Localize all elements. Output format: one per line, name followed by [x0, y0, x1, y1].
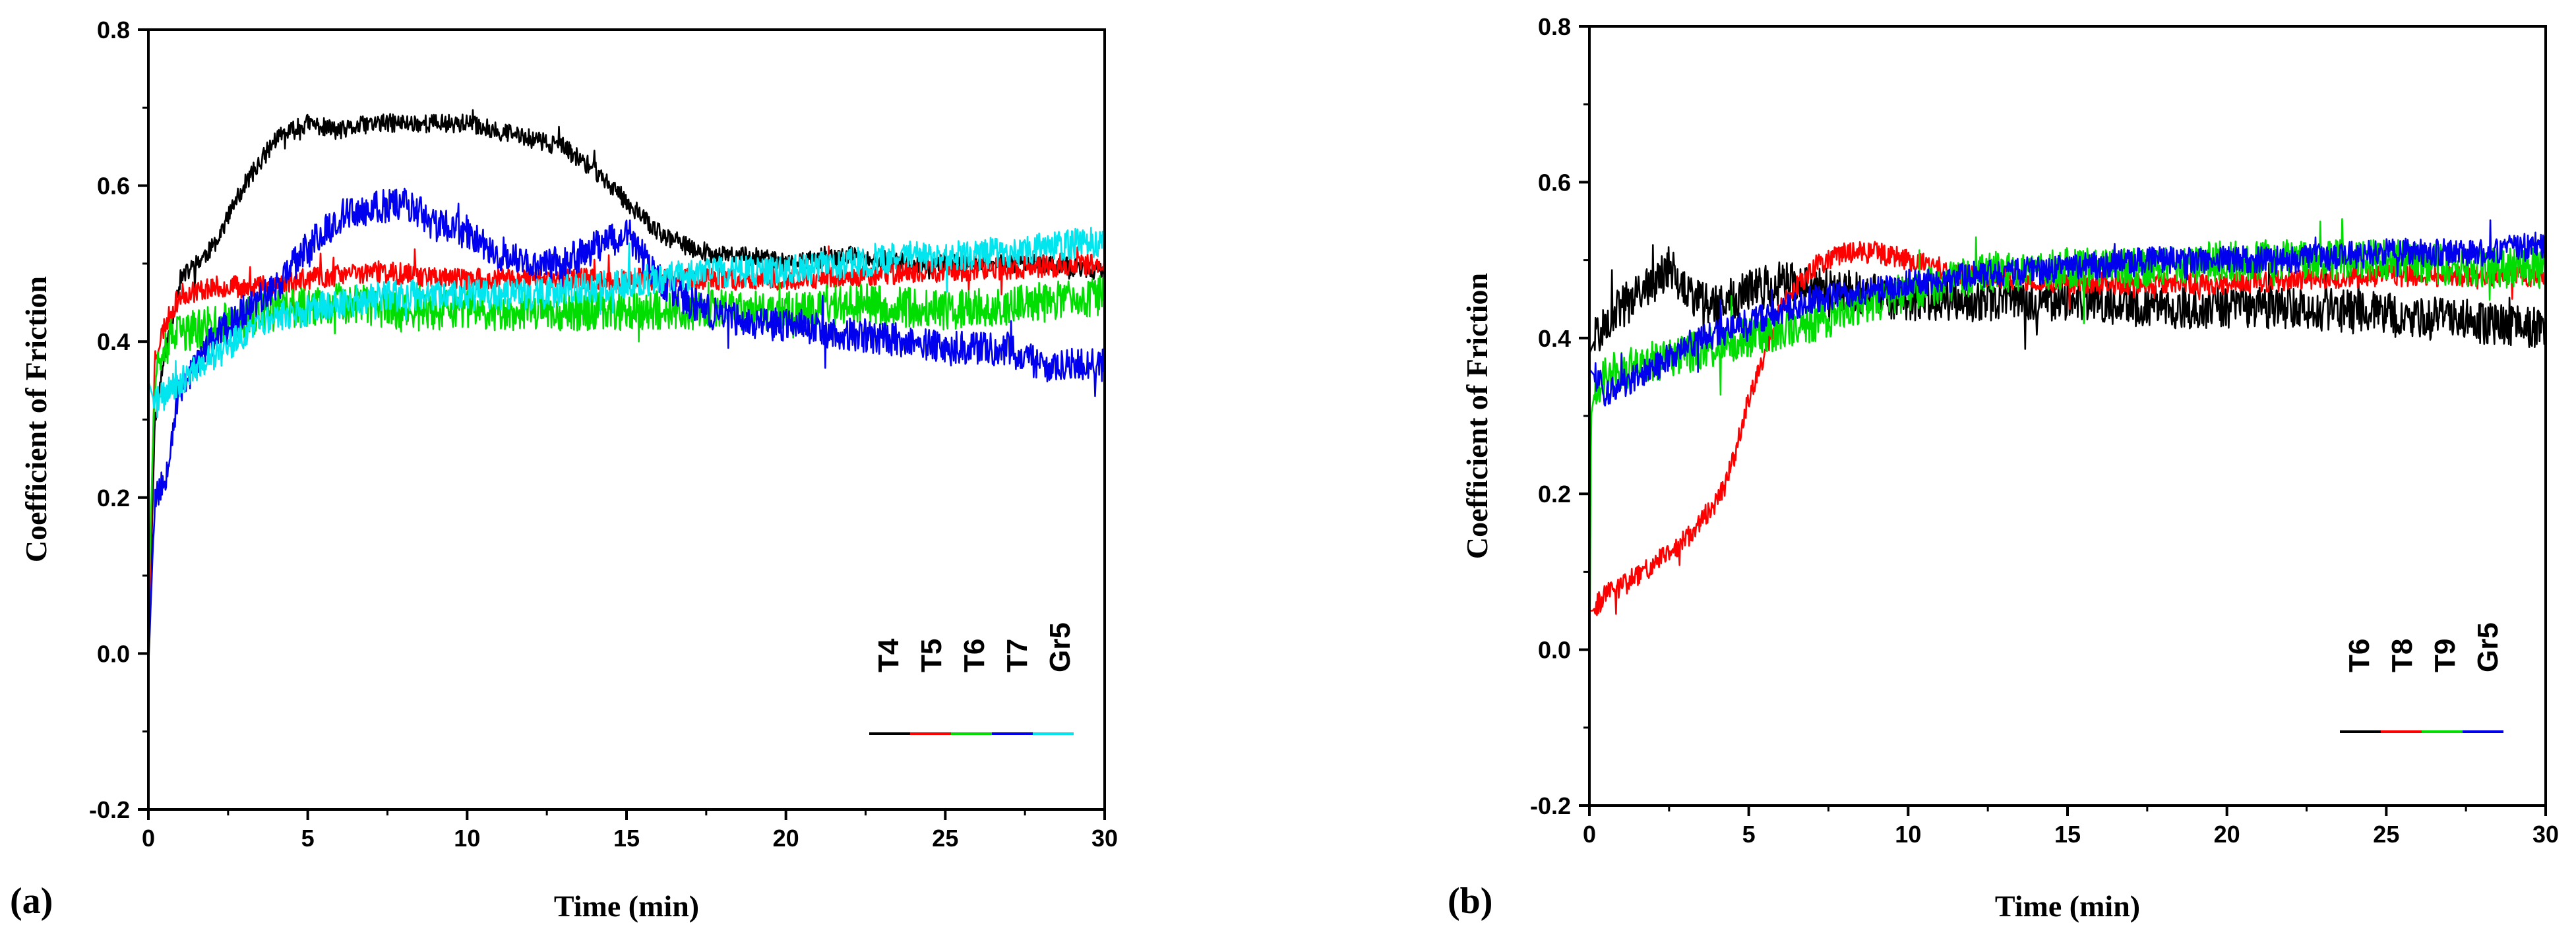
series-lines — [148, 109, 1105, 670]
series-line-gr5 — [1589, 219, 2546, 407]
y-tick-label: -0.2 — [89, 796, 130, 823]
x-tick-label: 30 — [2532, 821, 2559, 848]
series-line-t6 — [148, 275, 1105, 615]
legend-label-gr5: Gr5 — [2472, 622, 2504, 672]
y-axis-label: Coefficient of Friction — [19, 276, 53, 562]
legend: T4 T5 T6 T7 Gr5 — [869, 622, 1076, 735]
x-tick-label: 20 — [773, 825, 799, 852]
x-tick-label: 30 — [1091, 825, 1118, 852]
x-tick-label: 10 — [454, 825, 480, 852]
y-tick-label: 0.2 — [97, 485, 130, 512]
legend-label-t7: T7 — [1001, 639, 1033, 672]
y-tick-label: 0.8 — [1538, 13, 1571, 40]
legend-label-t9: T9 — [2429, 639, 2461, 672]
y-tick-label: 0.6 — [1538, 169, 1571, 196]
x-tick-label: 5 — [1742, 821, 1756, 848]
x-tick-label: 25 — [2373, 821, 2399, 848]
y-tick-label: 0.0 — [1538, 637, 1571, 664]
x-tick-label: 10 — [1895, 821, 1921, 848]
y-axis-label: Coefficient of Friction — [1460, 273, 1494, 559]
legend-label-t6: T6 — [958, 639, 991, 672]
x-tick-label: 20 — [2214, 821, 2240, 848]
x-tick-label: 5 — [301, 825, 315, 852]
legend-label-t8: T8 — [2386, 639, 2418, 672]
plot-frame — [147, 28, 1106, 811]
x-axis-label: Time (min) — [1995, 889, 2140, 923]
y-tick-label: 0.4 — [1538, 325, 1571, 352]
legend-label-t6: T6 — [2343, 639, 2376, 672]
panel-label: (b) — [1448, 881, 1492, 922]
legend-label-t4: T4 — [873, 638, 905, 672]
series-line-t4 — [148, 109, 1105, 670]
y-tick-label: 0.6 — [97, 173, 130, 200]
y-tick-label: 0.4 — [97, 328, 130, 355]
legend-label-gr5: Gr5 — [1044, 622, 1076, 672]
panel-label: (a) — [10, 881, 53, 922]
x-tick-label: 0 — [142, 825, 155, 852]
series-line-gr5 — [148, 227, 1105, 419]
chart-panel-b: 0 5 10 15 20 25 30 -0.2 0.0 0.2 0.4 0.6 0.8 Time (min… — [1448, 13, 2559, 923]
x-axis-label: Time (min) — [554, 889, 699, 923]
x-tick-label: 15 — [613, 825, 640, 852]
x-tick-label: 15 — [2054, 821, 2081, 848]
x-tick-label: 25 — [932, 825, 958, 852]
y-tick-label: -0.2 — [1530, 792, 1571, 819]
series-line-t9 — [1589, 218, 2546, 705]
series-line-t7 — [148, 187, 1105, 670]
plot-frame — [1588, 25, 2547, 807]
chart-panel-a: 0 5 10 15 20 25 30 -0.2 0.0 0.2 0.4 0.6 0.8 Time (min… — [10, 16, 1118, 923]
y-tick-label: 0.2 — [1538, 481, 1571, 508]
y-tick-label: 0.8 — [97, 16, 130, 44]
x-tick-label: 0 — [1583, 821, 1596, 848]
y-tick-label: 0.0 — [97, 640, 130, 667]
legend: T6 T8 T9 Gr5 — [2340, 622, 2504, 733]
legend-label-t5: T5 — [915, 639, 948, 672]
series-lines — [1589, 218, 2546, 705]
